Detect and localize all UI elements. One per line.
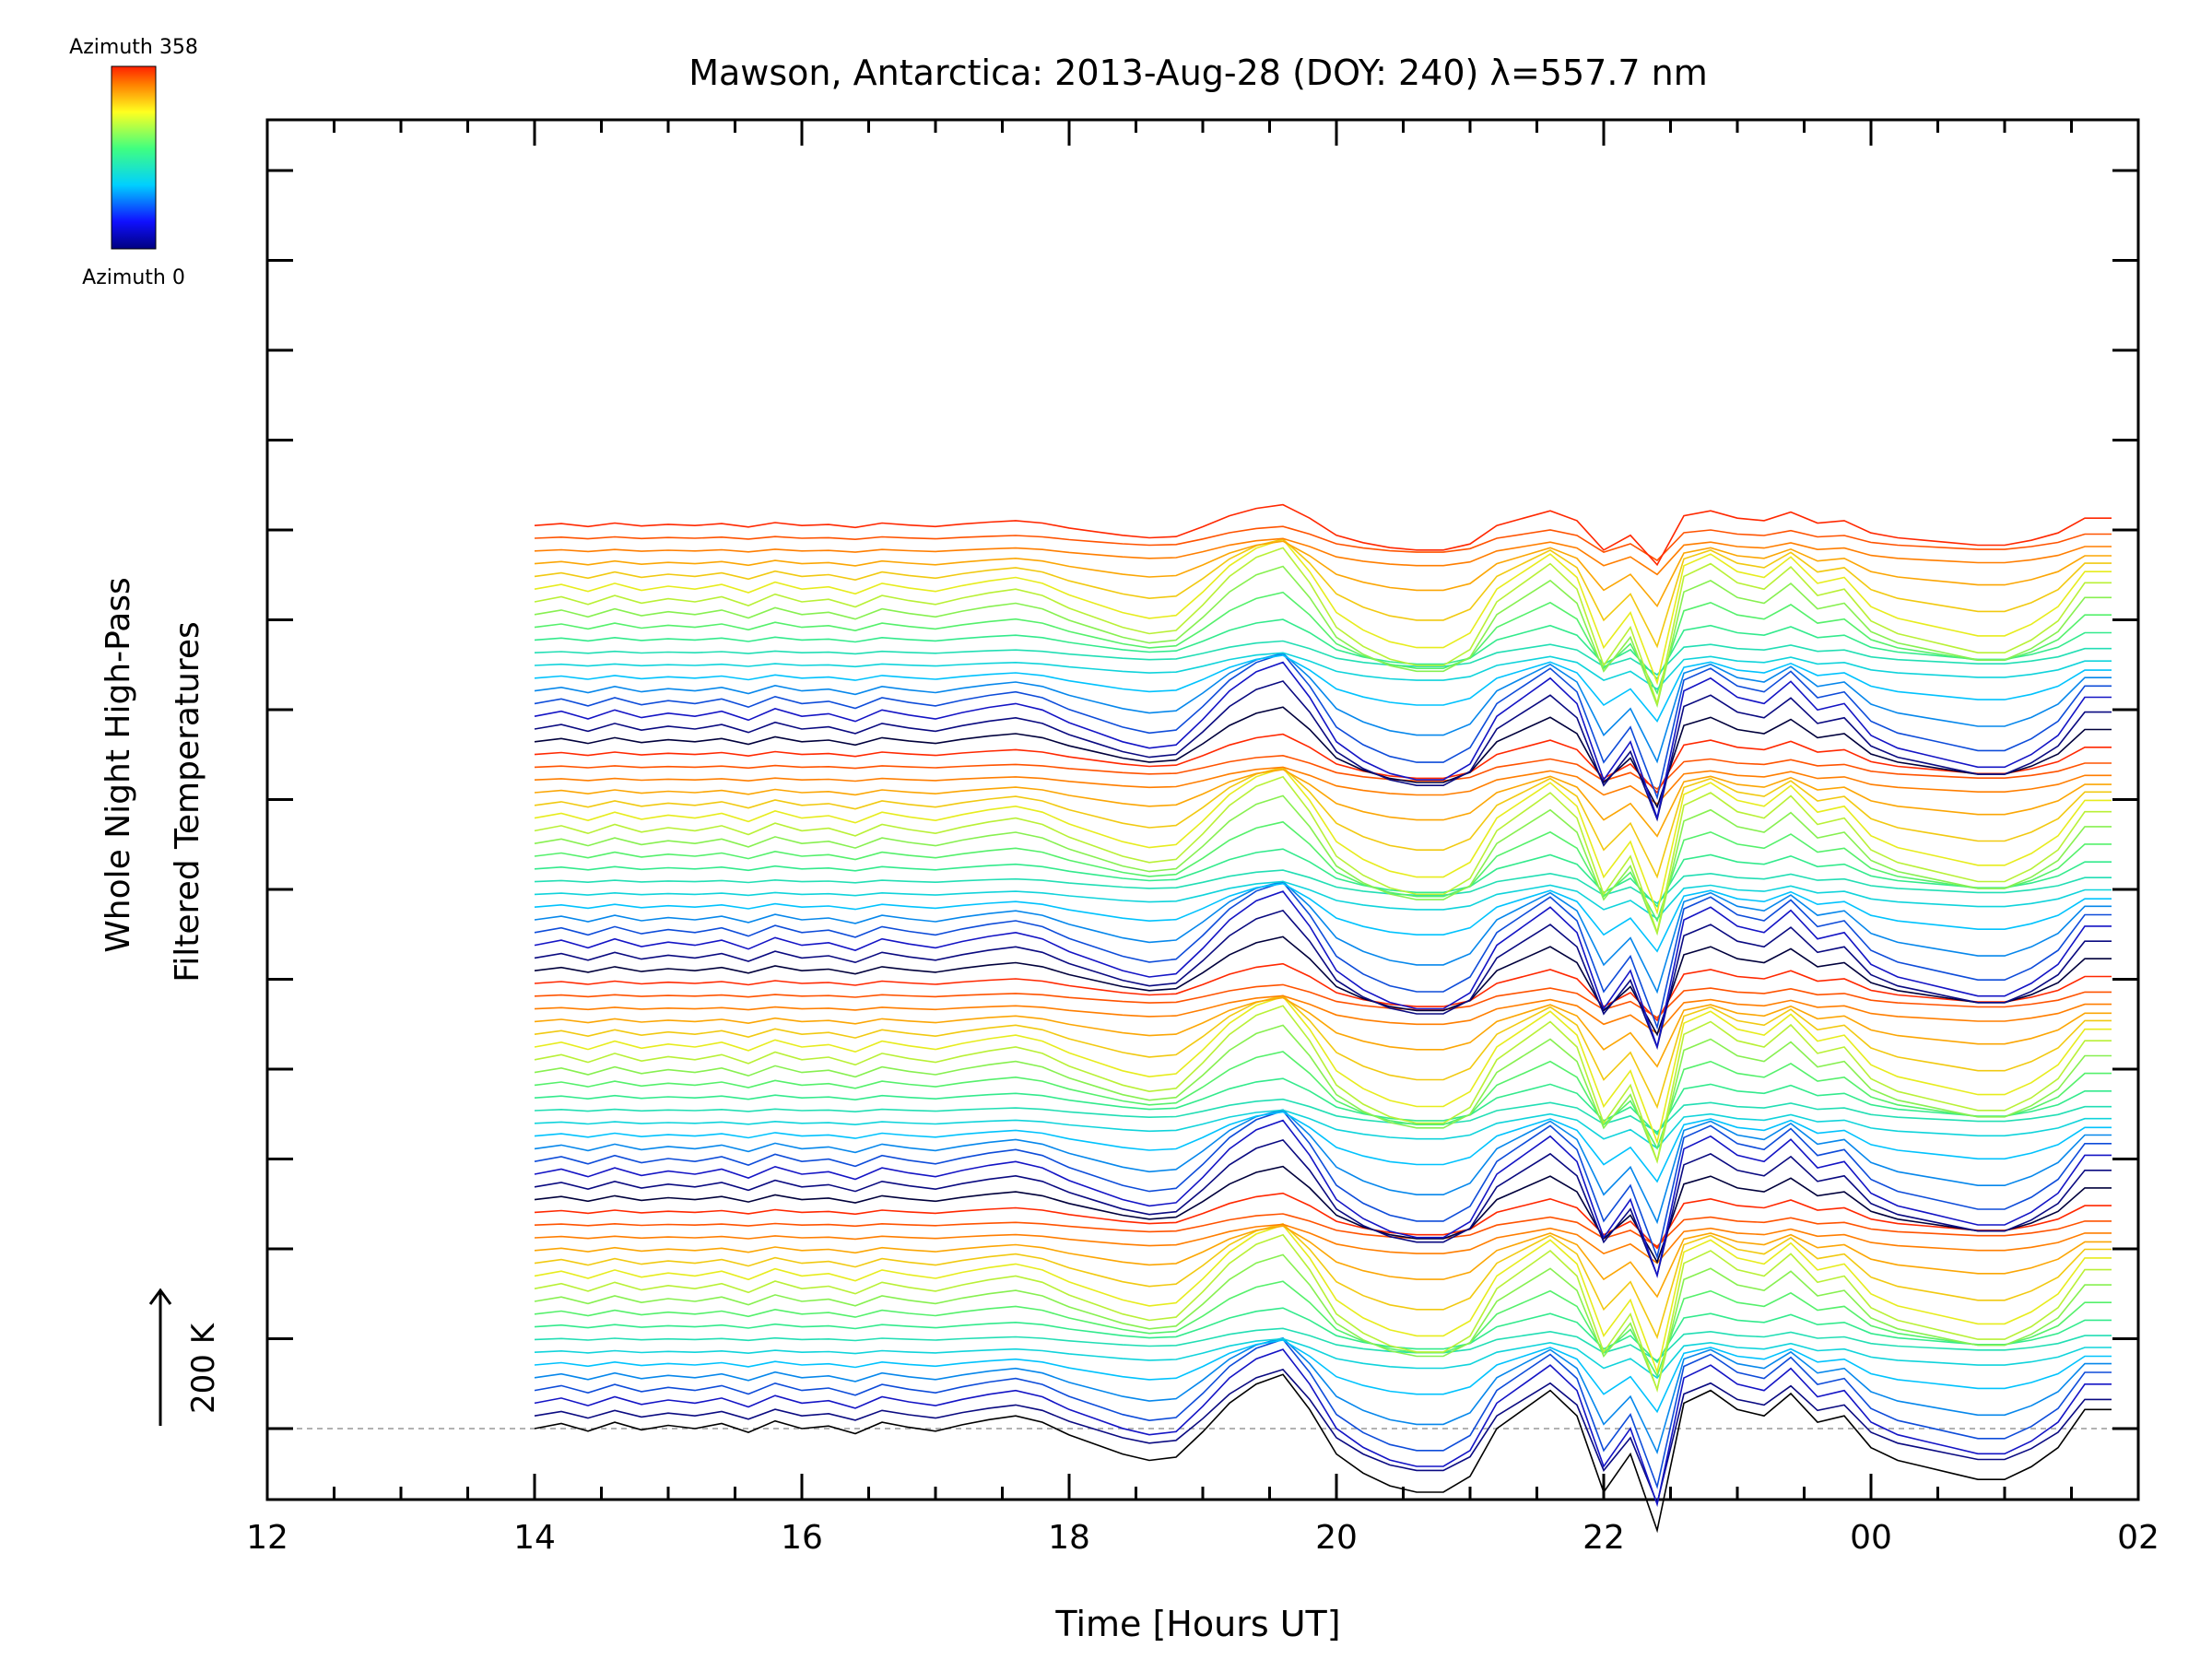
trace-line (534, 652, 2112, 690)
trace-line (534, 1024, 2112, 1164)
trace-line (534, 880, 2112, 920)
x-tick-labels: 12 14 16 18 20 22 00 02 (246, 1519, 2159, 1557)
trace-line (534, 1307, 2112, 1364)
trace-line (534, 1280, 2112, 1378)
trace-line (534, 1111, 2112, 1183)
trace-line (534, 1109, 2112, 1225)
stacked-lines (534, 503, 2112, 1534)
trace-line (534, 680, 2112, 822)
x-tick-label: 02 (2117, 1519, 2159, 1557)
trace-line (534, 525, 2112, 562)
trace-line (534, 1223, 2112, 1265)
trace-line (534, 1192, 2112, 1250)
colorbar-bottom-label: Azimuth 0 (82, 266, 185, 289)
trace-line (534, 538, 2112, 649)
x-tick-label: 22 (1583, 1519, 1625, 1557)
trace-line (534, 1110, 2112, 1260)
trace-line (534, 794, 2112, 936)
trace-line (534, 1119, 2112, 1278)
trace-line (534, 591, 2112, 696)
trace-line (534, 995, 2112, 1145)
y-axis-label-1: Whole Night High-Pass (100, 577, 137, 953)
trace-line (534, 1253, 2112, 1392)
trace-line (534, 994, 2112, 1110)
trace-line (534, 652, 2112, 764)
trace-line (534, 935, 2112, 1037)
x-axis-label: Time [Hours UT] (1054, 1604, 1340, 1644)
trace-line (534, 1224, 2112, 1375)
trace-line (534, 766, 2112, 879)
trace-line (534, 1339, 2112, 1414)
trace-line (534, 882, 2112, 953)
trace-line (534, 547, 2112, 707)
x-tick-label: 18 (1048, 1519, 1090, 1557)
trace-line (534, 618, 2112, 680)
trace-line (534, 1225, 2112, 1299)
scale-label: 200 K (185, 1322, 222, 1414)
trace-line (534, 653, 2112, 801)
trace-line (534, 994, 2112, 1035)
trace-line (534, 769, 2112, 838)
trace-line (534, 1348, 2112, 1508)
trace-line (534, 1233, 2112, 1394)
trace-line (534, 775, 2112, 935)
trace-line (534, 565, 2112, 708)
trace-line (534, 1223, 2112, 1340)
trace-line (534, 983, 2112, 1019)
scale-arrow (148, 1288, 172, 1426)
trace-line (534, 881, 2112, 1030)
trace-line (534, 706, 2112, 809)
trace-line (534, 767, 2112, 915)
trace-line (534, 1165, 2112, 1265)
trace-line (534, 890, 2112, 1050)
trace-line (534, 962, 2112, 1022)
x-tick-label: 16 (781, 1519, 823, 1557)
trace-line (534, 1337, 2112, 1380)
x-tick-label: 20 (1315, 1519, 1358, 1557)
chart-title: Mawson, Antarctica: 2013-Aug-28 (DOY: 24… (688, 53, 1708, 93)
colorbar (111, 65, 157, 250)
trace-line (534, 996, 2112, 1068)
trace-line (534, 1005, 2112, 1164)
trace-line (534, 1077, 2112, 1136)
trace-line (534, 869, 2112, 905)
trace-line (534, 1213, 2112, 1248)
y-axis-label-2: Filtered Temperatures (169, 621, 206, 982)
x-tick-label: 12 (246, 1519, 288, 1557)
trace-line (534, 766, 2112, 806)
trace-line (534, 880, 2112, 994)
trace-line (534, 820, 2112, 923)
trace-line (534, 1368, 2112, 1506)
trace-line (534, 654, 2112, 723)
trace-line (534, 754, 2112, 791)
trace-line (534, 1098, 2112, 1134)
trace-line (534, 1109, 2112, 1149)
trace-line (534, 909, 2112, 1050)
x-tick-label: 00 (1850, 1519, 1892, 1557)
trace-line (534, 733, 2112, 794)
trace-line (534, 640, 2112, 677)
trace-line (534, 1338, 2112, 1489)
trace-line (534, 503, 2112, 567)
trace-line (534, 1336, 2112, 1455)
trace-line (534, 538, 2112, 686)
trace-line (534, 537, 2112, 576)
trace-line (534, 540, 2112, 608)
trace-line (534, 1138, 2112, 1278)
trace-line (534, 848, 2112, 908)
trace-line (534, 1373, 2112, 1534)
trace-line (534, 1051, 2112, 1150)
trace-line (534, 661, 2112, 821)
axis-ticks (265, 120, 2140, 1500)
x-tick-label: 14 (513, 1519, 556, 1557)
colorbar-top-label: Azimuth 358 (69, 36, 198, 59)
trace-line (534, 1327, 2112, 1362)
